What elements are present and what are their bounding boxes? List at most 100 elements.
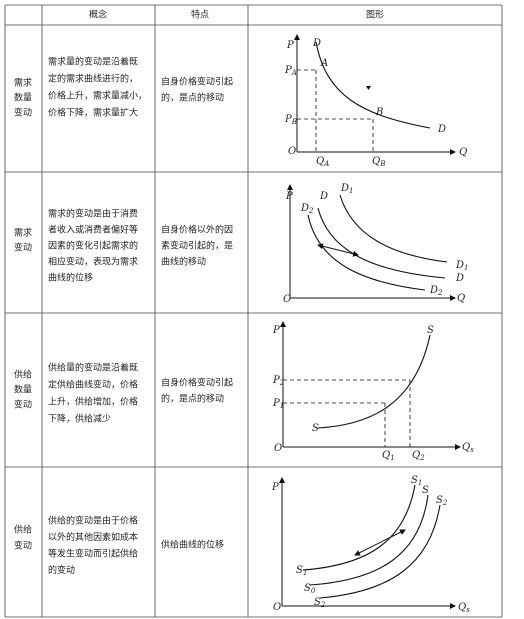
- row-label: 供给: [14, 524, 32, 536]
- graph-label-sub: 2: [437, 289, 443, 297]
- concept-line: 定供给曲线变动，价格: [48, 379, 138, 391]
- graph-label-sub: 2: [442, 499, 448, 507]
- graph-label-main: D: [319, 191, 328, 202]
- graph-label-sub: 2: [308, 207, 314, 215]
- graph-label-main: Q: [462, 442, 470, 453]
- graph-label: Qs: [458, 602, 470, 615]
- graph-label-main: O: [273, 602, 281, 613]
- graph-label-main: D: [429, 285, 438, 296]
- graph-label-sub: 1: [349, 187, 353, 195]
- concept-line: 的变动: [48, 564, 75, 576]
- graph-label: PA: [284, 65, 297, 78]
- graph-label-main: P: [284, 65, 292, 76]
- graph-label-sub: 1: [303, 569, 307, 577]
- graph-label: S: [422, 485, 429, 496]
- feature-line: 素变动引起的，是: [161, 240, 233, 252]
- graph-label: Q: [457, 293, 465, 304]
- graph-label-main: P: [284, 114, 292, 125]
- graph-label-main: P: [286, 40, 294, 51]
- graph-label-sub: 1: [390, 454, 394, 462]
- graph-label-main: O: [288, 146, 296, 157]
- graph-label-main: S: [427, 325, 434, 336]
- graph-label-main: A: [320, 58, 328, 69]
- graph-label-sub: s: [466, 606, 470, 614]
- curve: [319, 504, 441, 599]
- graph-label: S2: [436, 495, 448, 508]
- concept-line: 下降，供给减少: [48, 413, 111, 425]
- graph-label: Q1: [382, 450, 395, 463]
- graph-label-main: Q: [457, 293, 465, 304]
- graph-label: Q2: [412, 450, 425, 463]
- row-label: 供给: [14, 369, 32, 381]
- feature-line: 自身价格以外的因: [161, 224, 233, 236]
- graph-label-sub: 1: [280, 402, 284, 410]
- feature-line: 的，是点的移动: [161, 92, 224, 104]
- concept-line: 价格下降，需求量扩大: [48, 107, 138, 119]
- graph-label-main: D: [300, 203, 309, 214]
- graph-label-main: S: [314, 597, 321, 608]
- graph-label: D1: [340, 183, 354, 196]
- header-cell: 特点: [191, 9, 209, 21]
- graph-label-main: P: [272, 325, 280, 336]
- graph-label: O: [273, 602, 281, 613]
- row-label: 变动: [14, 107, 32, 119]
- header-cell: 概念: [89, 9, 107, 21]
- feature-line: 供给曲线的位移: [161, 539, 224, 551]
- graph-label-sub: A: [291, 69, 297, 77]
- graph-label: QA: [316, 156, 329, 169]
- graph-label: A: [320, 58, 328, 69]
- graph-label-main: D: [312, 38, 321, 49]
- graph-label: S0: [304, 583, 316, 596]
- graph-label: B: [375, 107, 383, 118]
- graph-label: P: [271, 482, 279, 493]
- row-label: 变动: [14, 540, 32, 552]
- graph-label: Qs: [462, 442, 474, 455]
- graph-label: PB: [284, 114, 297, 127]
- graph-label: D1: [455, 260, 469, 273]
- feature-line: 自身价格变动引起: [161, 76, 233, 88]
- graph-label: D: [319, 191, 328, 202]
- concept-line: 需求的变动是由于消费: [48, 208, 138, 220]
- feature-line: 的，是点的移动: [161, 393, 224, 405]
- curve: [317, 334, 431, 429]
- graph-label-main: Q: [459, 147, 467, 158]
- graph-label-main: P: [272, 375, 280, 386]
- graph-label: P: [272, 325, 280, 336]
- graph-label-main: S: [422, 485, 429, 496]
- concept-line: 曲线的位移: [48, 272, 93, 284]
- graph-label: S: [312, 423, 319, 434]
- graph-label-sub: B: [291, 118, 297, 126]
- header-cell: 图形: [366, 9, 384, 21]
- graph-label-main: D: [455, 260, 464, 271]
- row-label: 数量: [14, 92, 32, 104]
- concept-line: 相应变动，表现为需求: [48, 256, 138, 268]
- row-label: 变动: [14, 242, 32, 254]
- graph-label: D: [437, 124, 446, 135]
- graph-label: S1: [296, 565, 307, 578]
- curve: [315, 41, 431, 129]
- graph-label-main: D: [437, 124, 446, 135]
- concept-line: 以外的其他因素如成本: [48, 531, 138, 543]
- row-label: 需求: [14, 227, 32, 239]
- graph-label-main: S: [312, 423, 319, 434]
- graph-label-sub: s: [470, 446, 474, 454]
- graph-label-main: P: [272, 398, 280, 409]
- curve: [317, 207, 446, 279]
- graph-label: D2: [300, 203, 314, 216]
- concept-line: 价格上升，需求量减小，: [48, 90, 147, 102]
- graph-label: S2: [314, 597, 326, 610]
- graph-label-sub: A: [323, 160, 329, 168]
- graph-label-sub: 2: [419, 454, 425, 462]
- graph-label: D: [312, 38, 321, 49]
- graph-label-main: O: [283, 294, 291, 305]
- graph-label-main: D: [340, 183, 349, 194]
- row-label: 变动: [14, 399, 32, 411]
- graph-label: P1: [272, 398, 284, 411]
- graph-label-main: D: [455, 273, 464, 284]
- concept-line: 上升，供给增加，价格: [48, 396, 138, 408]
- graph-label-sub: 0: [311, 587, 316, 595]
- feature-line: 自身价格变动引起: [161, 377, 233, 389]
- graph-label-main: S: [304, 583, 311, 594]
- graph-label: O: [274, 443, 282, 454]
- curve: [339, 194, 448, 263]
